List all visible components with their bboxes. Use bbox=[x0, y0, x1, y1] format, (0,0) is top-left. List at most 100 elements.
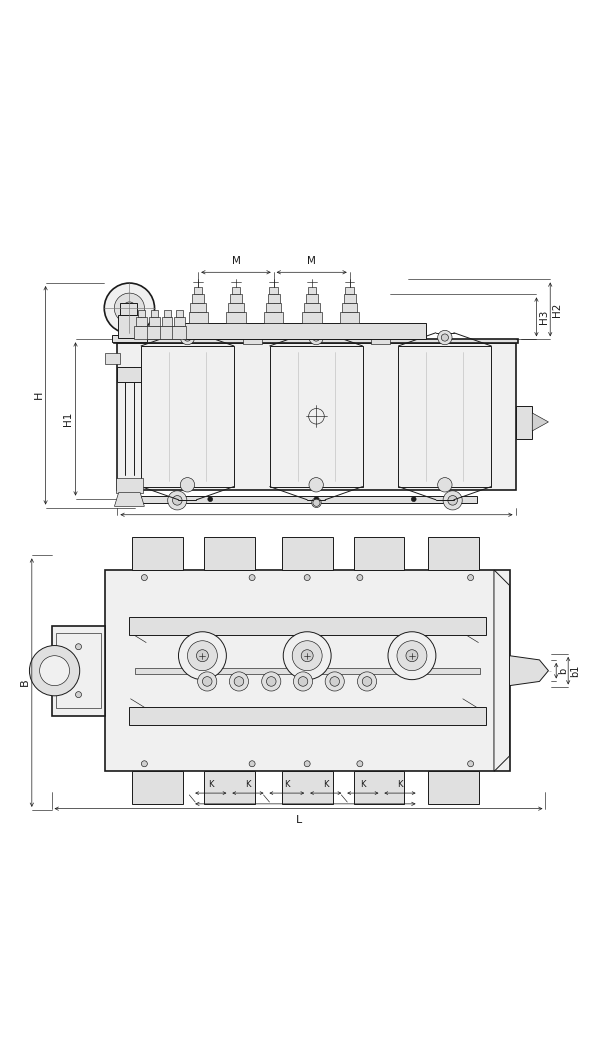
Bar bbox=[132, 537, 183, 571]
Bar bbox=[136, 317, 147, 327]
Circle shape bbox=[298, 676, 308, 686]
Text: K: K bbox=[284, 780, 290, 789]
Circle shape bbox=[249, 575, 255, 580]
Text: H: H bbox=[34, 391, 43, 400]
Bar bbox=[134, 327, 148, 339]
Bar bbox=[112, 335, 147, 341]
Bar bbox=[282, 771, 332, 804]
Circle shape bbox=[178, 632, 226, 680]
Circle shape bbox=[358, 672, 377, 691]
Circle shape bbox=[448, 496, 457, 505]
Bar bbox=[515, 406, 532, 439]
Circle shape bbox=[76, 644, 82, 650]
Polygon shape bbox=[115, 493, 145, 506]
Circle shape bbox=[437, 331, 452, 345]
Bar bbox=[162, 317, 172, 327]
Bar bbox=[121, 303, 137, 315]
Bar bbox=[204, 537, 255, 571]
Bar bbox=[266, 302, 281, 312]
Bar bbox=[268, 295, 280, 302]
Circle shape bbox=[357, 761, 363, 766]
Polygon shape bbox=[494, 571, 509, 771]
Bar bbox=[270, 346, 362, 486]
Circle shape bbox=[309, 478, 323, 492]
Circle shape bbox=[104, 283, 155, 333]
Circle shape bbox=[266, 676, 276, 686]
Bar bbox=[340, 312, 359, 322]
Bar bbox=[142, 496, 476, 503]
Bar bbox=[344, 295, 356, 302]
Circle shape bbox=[406, 650, 418, 662]
Bar bbox=[130, 617, 485, 635]
Bar bbox=[115, 339, 518, 342]
Bar bbox=[56, 633, 101, 708]
Circle shape bbox=[313, 499, 320, 506]
Circle shape bbox=[388, 632, 436, 680]
Circle shape bbox=[412, 497, 416, 502]
Bar bbox=[269, 288, 278, 295]
Bar bbox=[149, 317, 160, 327]
Circle shape bbox=[357, 575, 363, 580]
Circle shape bbox=[293, 672, 313, 691]
Circle shape bbox=[283, 632, 331, 680]
Bar bbox=[172, 327, 186, 339]
Bar bbox=[176, 310, 183, 317]
Text: L: L bbox=[295, 815, 302, 824]
Circle shape bbox=[397, 641, 427, 671]
Circle shape bbox=[234, 676, 244, 686]
Circle shape bbox=[304, 761, 310, 766]
Circle shape bbox=[172, 496, 182, 505]
Text: K: K bbox=[245, 780, 251, 789]
Bar bbox=[232, 288, 240, 295]
Text: b1: b1 bbox=[571, 665, 580, 676]
Text: H2: H2 bbox=[553, 302, 562, 317]
Bar bbox=[342, 302, 358, 312]
Text: M: M bbox=[307, 256, 316, 266]
Circle shape bbox=[467, 761, 473, 766]
Circle shape bbox=[123, 302, 136, 315]
Text: K: K bbox=[397, 780, 403, 789]
Circle shape bbox=[249, 761, 255, 766]
Bar bbox=[398, 346, 491, 486]
Bar bbox=[136, 668, 479, 673]
Bar bbox=[164, 310, 171, 317]
Bar bbox=[428, 537, 479, 571]
Circle shape bbox=[197, 672, 217, 691]
Bar bbox=[353, 537, 404, 571]
Circle shape bbox=[443, 490, 462, 509]
Circle shape bbox=[313, 334, 320, 341]
Bar bbox=[106, 353, 121, 364]
Polygon shape bbox=[532, 413, 548, 431]
Circle shape bbox=[180, 331, 194, 345]
Polygon shape bbox=[509, 655, 548, 686]
Circle shape bbox=[196, 650, 208, 662]
Bar bbox=[204, 771, 255, 804]
Bar bbox=[371, 332, 391, 345]
Bar bbox=[302, 312, 322, 322]
Circle shape bbox=[467, 575, 473, 580]
Bar bbox=[132, 771, 183, 804]
Circle shape bbox=[325, 672, 344, 691]
Circle shape bbox=[142, 575, 148, 580]
Circle shape bbox=[304, 575, 310, 580]
Circle shape bbox=[262, 672, 281, 691]
Bar bbox=[52, 626, 106, 716]
Text: K: K bbox=[360, 780, 365, 789]
Circle shape bbox=[330, 676, 340, 686]
Bar bbox=[282, 537, 332, 571]
Bar bbox=[353, 771, 404, 804]
Circle shape bbox=[208, 497, 212, 502]
Circle shape bbox=[292, 641, 322, 671]
Circle shape bbox=[180, 478, 194, 492]
Bar bbox=[118, 367, 142, 382]
Bar bbox=[141, 346, 234, 486]
Bar bbox=[194, 288, 202, 295]
Bar bbox=[428, 771, 479, 804]
Circle shape bbox=[168, 490, 187, 509]
Circle shape bbox=[229, 672, 248, 691]
Bar bbox=[188, 312, 208, 322]
Bar bbox=[138, 310, 145, 317]
Circle shape bbox=[362, 676, 372, 686]
Circle shape bbox=[76, 691, 82, 698]
Bar bbox=[118, 342, 515, 489]
